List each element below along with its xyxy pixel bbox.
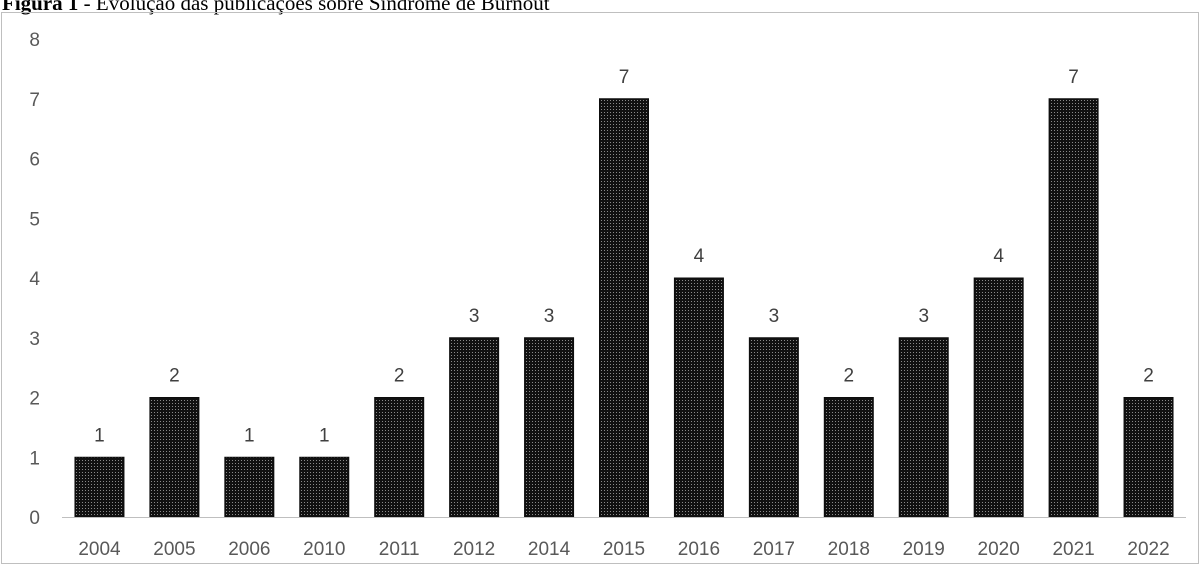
bar-2010 [299, 456, 350, 518]
x-tick-label: 2021 [1052, 539, 1094, 560]
data-label-2015: 7 [619, 67, 630, 88]
figure-caption-label: Figura 1 [2, 0, 79, 15]
data-label-2012: 3 [469, 306, 480, 327]
bar-2005 [149, 397, 200, 518]
y-tick-label: 4 [29, 269, 40, 290]
data-label-2006: 1 [244, 425, 255, 446]
bar-2021 [1048, 98, 1099, 518]
y-tick-label: 6 [29, 150, 40, 171]
x-tick-label: 2016 [678, 539, 720, 560]
x-tick-label: 2011 [379, 539, 420, 560]
y-tick-label: 3 [29, 329, 40, 350]
bar-2012 [449, 337, 500, 518]
x-tick-label: 2004 [78, 539, 121, 560]
y-tick-label: 1 [29, 448, 40, 469]
x-tick-label: 2018 [828, 539, 870, 560]
bar-2018 [823, 397, 874, 518]
x-tick-label: 2020 [978, 539, 1020, 560]
data-label-2021: 7 [1068, 67, 1079, 88]
y-tick-label: 8 [29, 30, 40, 51]
x-tick-label: 2019 [903, 539, 945, 560]
bar-2014 [524, 337, 575, 518]
bar-2011 [374, 397, 425, 518]
y-tick-label: 7 [29, 90, 40, 111]
data-label-2014: 3 [544, 306, 555, 327]
x-tick-label: 2012 [453, 539, 495, 560]
chart-frame [1, 12, 1199, 564]
x-tick-label: 2005 [153, 539, 195, 560]
bar-2016 [673, 277, 724, 518]
x-tick-label: 2015 [603, 539, 645, 560]
data-label-2016: 4 [694, 246, 705, 267]
data-label-2019: 3 [918, 306, 929, 327]
bar-2022 [1123, 397, 1174, 518]
data-label-2017: 3 [769, 306, 780, 327]
data-label-2004: 1 [94, 425, 105, 446]
data-label-2018: 2 [844, 366, 855, 387]
y-tick-label: 5 [29, 209, 40, 230]
x-tick-label: 2014 [528, 539, 571, 560]
y-tick-label: 0 [29, 508, 40, 529]
data-label-2010: 1 [319, 425, 330, 446]
bar-2017 [748, 337, 799, 518]
bar-2015 [599, 98, 649, 518]
bar-2006 [224, 456, 275, 518]
x-tick-label: 2017 [753, 539, 795, 560]
figure-caption-text: - Evolução das publicações sobre Síndrom… [78, 0, 550, 15]
y-tick-label: 2 [29, 389, 40, 410]
x-tick-label: 2006 [228, 539, 270, 560]
bar-2019 [898, 337, 949, 518]
bar-2004 [74, 456, 125, 518]
data-label-2005: 2 [169, 366, 180, 387]
data-label-2020: 4 [993, 246, 1004, 267]
data-label-2011: 2 [394, 366, 405, 387]
bar-2020 [973, 277, 1024, 518]
figure-caption: Figura 1 - Evolução das publicações sobr… [2, 0, 550, 16]
x-tick-label: 2022 [1127, 539, 1169, 560]
x-tick-label: 2010 [303, 539, 345, 560]
data-label-2022: 2 [1143, 366, 1154, 387]
